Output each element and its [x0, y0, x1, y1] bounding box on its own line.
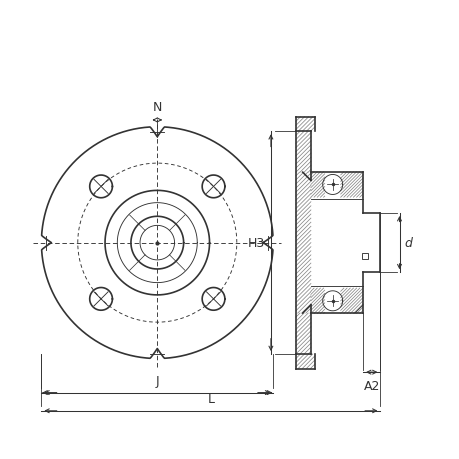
Text: J: J [155, 375, 159, 387]
Bar [361, 253, 367, 259]
Text: A2: A2 [363, 379, 379, 392]
Text: N: N [152, 101, 162, 113]
Text: H3: H3 [248, 237, 265, 250]
Text: L: L [207, 392, 214, 405]
Text: d: d [403, 237, 411, 250]
